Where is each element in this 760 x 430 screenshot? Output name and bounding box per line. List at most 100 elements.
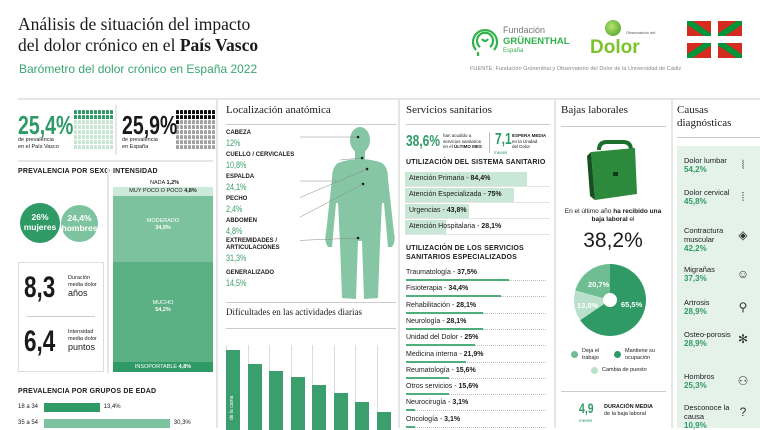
spec-label: Medicina interna	[406, 350, 458, 358]
leave-duration-label: DURACIÓN MEDIA de la baja laboral	[604, 404, 653, 418]
person-icon	[94, 140, 97, 144]
location-value: 2,4%	[226, 204, 243, 214]
wait-l1: ESPERA MEDIA	[512, 133, 547, 138]
location-label: ESPALDA	[226, 174, 255, 180]
person-icon	[208, 110, 211, 114]
leave-text-bold: ha recibido una baja laboral	[591, 208, 662, 223]
chart-gridline	[376, 345, 378, 428]
body-figure-icon	[300, 127, 395, 299]
person-icon	[200, 125, 203, 129]
person-icon	[90, 145, 93, 149]
intensity-poco: MUY POCO O POCO 4,8%	[113, 187, 213, 196]
person-icon	[78, 130, 81, 134]
person-icon	[86, 120, 89, 124]
cause-item: Contractura muscular 42,2%	[684, 226, 734, 253]
person-icon	[74, 140, 77, 144]
person-icon	[106, 120, 109, 124]
person-icon	[90, 120, 93, 124]
person-icon	[196, 130, 199, 134]
person-icon	[212, 145, 215, 149]
location-label: GENERALIZADO	[226, 270, 274, 276]
es-label-2: en España	[122, 143, 149, 150]
difficulty-bar	[333, 392, 348, 430]
person-icon	[82, 115, 85, 119]
poco-value: 4,8%	[184, 188, 197, 194]
duration-value: 8,3	[24, 271, 56, 304]
spec-label: Neurología	[406, 317, 441, 325]
person-icon	[188, 130, 191, 134]
spec-label: Rehabilitación	[406, 301, 450, 309]
location-label: EXTREMIDADES / ARTICULACIONES	[226, 238, 280, 251]
page-title: Análisis de situación del impacto del do…	[18, 14, 258, 56]
men-circle: 24,4% hombres	[61, 205, 98, 242]
wait-label: ESPERA MEDIA en la Unidad del Dolor	[512, 133, 546, 150]
person-icon	[102, 125, 105, 129]
logo-line3: España	[503, 48, 524, 54]
specialized-item: Reumatología - 15,6%	[406, 366, 476, 374]
divider	[554, 100, 556, 428]
person-icon	[102, 145, 105, 149]
cause-item: Artrosis 28,9%	[684, 298, 734, 316]
spec-fill	[406, 344, 475, 347]
es-prevalence-value: 25,9%	[122, 110, 178, 140]
nada-value: 1,2%	[166, 180, 180, 186]
pelvis-icon: ✻	[737, 332, 749, 346]
spec-fill	[406, 393, 449, 396]
spec-fill	[406, 409, 415, 412]
intensity-l2: media dolor	[68, 335, 97, 342]
spine-icon: ⦚	[741, 158, 745, 172]
person-icon	[208, 115, 211, 119]
person-icon	[106, 110, 109, 114]
age-label: 18 a 34	[18, 404, 39, 410]
person-icon	[102, 110, 105, 114]
system-bar-0: Atención Primaria - 84,4%	[405, 172, 528, 186]
spec-value: 28,1%	[446, 317, 467, 325]
location-title: Localización anatómica	[226, 104, 331, 116]
person-icon	[98, 145, 101, 149]
moderado-label: MODERADO	[146, 218, 180, 224]
age-value: 30,3%	[173, 420, 191, 426]
specialized-item: Fisioterapia - 34,4%	[406, 285, 469, 293]
person-icon	[192, 145, 195, 149]
duration-label: Duración media dolor años	[68, 275, 97, 298]
mucho-value: 54,2%	[155, 307, 171, 313]
causes-title-2: diagnósticas	[677, 117, 732, 129]
head-icon: ☺	[736, 267, 750, 281]
spec-label: Unidad del Dolor	[406, 334, 459, 342]
spec-fill	[406, 425, 415, 428]
spec-value: 21,9%	[463, 350, 484, 358]
question-bulb-icon: ?	[739, 405, 747, 419]
muscle-icon: ◈	[738, 228, 748, 242]
person-icon	[94, 130, 97, 134]
person-icon	[188, 110, 191, 114]
es-label-1: de prevalencia	[122, 137, 158, 143]
rule	[406, 124, 550, 125]
grunenthal-logo: Fundación GRÜNENTHAL España	[470, 22, 570, 58]
leave-duration-bold: DURACIÓN MEDIA	[604, 404, 653, 410]
person-icon	[110, 145, 113, 149]
person-icon	[180, 120, 183, 124]
nada-label: NADA	[150, 180, 165, 186]
source-note: FUENTE: Fundación Grünenthal y Observato…	[470, 66, 682, 72]
cause-label: Desconoce la causa	[684, 403, 730, 421]
person-icon	[204, 115, 207, 119]
legend-dot	[591, 367, 598, 374]
person-icon	[196, 125, 199, 129]
person-icon	[82, 140, 85, 144]
visited-l3: en el ÚLTIMO MES	[443, 144, 482, 150]
person-icon	[82, 125, 85, 129]
person-icon	[208, 125, 211, 129]
person-icon	[200, 135, 203, 139]
person-icon	[94, 145, 97, 149]
person-icon	[192, 130, 195, 134]
divider	[671, 100, 673, 428]
rule	[677, 137, 760, 138]
cause-label: Migrañas	[684, 265, 715, 274]
person-icon	[204, 130, 207, 134]
specialized-item: Medicina interna - 21,9%	[406, 350, 484, 358]
spec-track	[406, 361, 546, 363]
top-rule	[18, 98, 760, 100]
divider	[115, 105, 117, 155]
basque-flag-icon	[687, 21, 742, 58]
es-prevalence-label: de prevalencia en España	[122, 137, 158, 150]
